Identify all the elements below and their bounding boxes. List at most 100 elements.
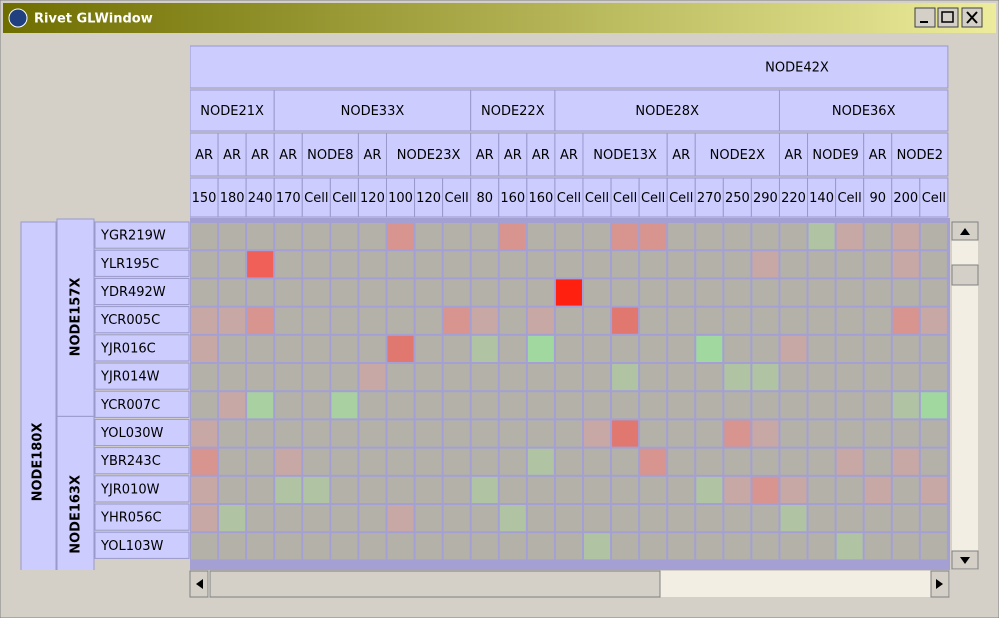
column-header: NODE28X <box>635 104 699 119</box>
heatmap-cell <box>499 533 526 560</box>
column-header-cell <box>778 89 949 132</box>
arrow-icon <box>960 228 970 235</box>
heatmap-cell <box>387 251 414 278</box>
heatmap-cell <box>668 223 695 250</box>
row-header-cell <box>94 475 190 503</box>
heatmap-cell <box>275 505 302 532</box>
heatmap-cell <box>920 448 947 475</box>
heatmap-cell <box>752 251 779 278</box>
heatmap-cell <box>836 223 863 250</box>
heatmap-cell <box>219 223 246 250</box>
heatmap-cell <box>724 335 751 362</box>
heatmap-cell <box>724 223 751 250</box>
heatmap-cell <box>752 505 779 532</box>
row-header-cell <box>94 334 190 362</box>
heatmap-cell <box>443 476 470 503</box>
column-header: 100 <box>388 191 413 206</box>
heatmap-cell <box>359 392 386 419</box>
heatmap-cell <box>640 420 667 447</box>
column-header: 80 <box>476 191 493 206</box>
heatmap-cell <box>892 279 919 306</box>
heatmap-cell <box>583 335 611 362</box>
horizontal-scrollbar[interactable] <box>189 570 950 598</box>
column-header-cell <box>470 132 500 177</box>
heatmap-cell <box>836 335 863 362</box>
row-header-cell <box>94 362 190 390</box>
heatmap-cell <box>920 533 947 560</box>
row-header: YHR056C <box>100 511 162 526</box>
column-header: NODE22X <box>481 104 545 119</box>
row-header: YJR016C <box>100 341 156 356</box>
heatmap-cell <box>640 448 667 475</box>
heatmap-cell <box>303 279 330 306</box>
column-header-cell <box>385 132 472 177</box>
heatmap-cell <box>331 251 358 278</box>
heatmap-cell <box>499 505 526 532</box>
arrow-icon <box>936 579 943 589</box>
heatmap-cell <box>668 335 695 362</box>
heatmap-cell <box>864 251 891 278</box>
heatmap-cell <box>583 251 611 278</box>
maximize-button[interactable] <box>937 7 959 28</box>
heatmap-cell <box>443 223 470 250</box>
vertical-scrollbar[interactable] <box>951 221 979 570</box>
column-header: NODE21X <box>200 104 264 119</box>
column-header-cell <box>245 177 275 218</box>
heatmap-cell <box>555 505 582 532</box>
heatmap-cell <box>359 279 386 306</box>
heatmap-cell <box>555 533 582 560</box>
column-header: Cell <box>613 191 637 206</box>
heatmap-cell <box>499 364 526 391</box>
window-title: Rivet GLWindow <box>34 12 153 27</box>
heatmap-cell <box>668 505 695 532</box>
column-header-cell <box>835 177 865 218</box>
column-header: AR <box>223 148 241 163</box>
heatmap-cell <box>752 364 779 391</box>
heatmap-cell <box>527 335 554 362</box>
heatmap-cell <box>527 223 554 250</box>
heatmap-cell <box>724 251 751 278</box>
heatmap-cell <box>359 307 386 334</box>
heatmap-cell <box>808 223 835 250</box>
heatmap-cell <box>303 364 330 391</box>
column-headers: NODE42X NODE21X NODE33X NODE22X NODE28X NODE3… <box>190 45 949 218</box>
heatmap-cell <box>247 335 274 362</box>
minimize-button[interactable] <box>914 7 936 28</box>
row-header-cell <box>94 221 190 249</box>
heatmap-cell <box>724 279 751 306</box>
column-header-cell <box>554 132 584 177</box>
heatmap-cell <box>920 251 947 278</box>
heatmap-cell <box>864 476 891 503</box>
scroll-thumb[interactable] <box>951 264 979 286</box>
heatmap-cell <box>415 279 442 306</box>
heatmap-cell <box>864 505 891 532</box>
heatmap-cell <box>219 335 246 362</box>
heatmap-cell <box>527 448 554 475</box>
heatmap-cell <box>724 476 751 503</box>
column-header: 160 <box>500 191 525 206</box>
column-header: NODE33X <box>341 104 405 119</box>
heatmap-cell <box>892 392 919 419</box>
heatmap-cell <box>415 392 442 419</box>
heatmap-cell <box>499 251 526 278</box>
heatmap-cell <box>696 476 723 503</box>
heatmap-cell <box>499 223 526 250</box>
heatmap-cell <box>696 251 723 278</box>
heatmap-cell <box>275 223 302 250</box>
heatmap-cell <box>359 251 386 278</box>
scroll-thumb[interactable] <box>209 570 661 598</box>
column-header-cell <box>273 89 472 132</box>
heatmap-cell <box>471 505 498 532</box>
heatmap-cell <box>892 251 919 278</box>
window-buttons[interactable] <box>914 7 983 28</box>
heatmap-cell <box>640 476 667 503</box>
heatmap-cell <box>527 505 554 532</box>
heatmap-cell <box>471 533 498 560</box>
heatmap-cell <box>275 392 302 419</box>
heatmap-cell <box>275 251 302 278</box>
heatmap-cell <box>443 448 470 475</box>
heatmap-cell <box>219 392 246 419</box>
heatmap-cell <box>247 392 274 419</box>
heatmap-cell <box>499 392 526 419</box>
heatmap-cell <box>415 476 442 503</box>
